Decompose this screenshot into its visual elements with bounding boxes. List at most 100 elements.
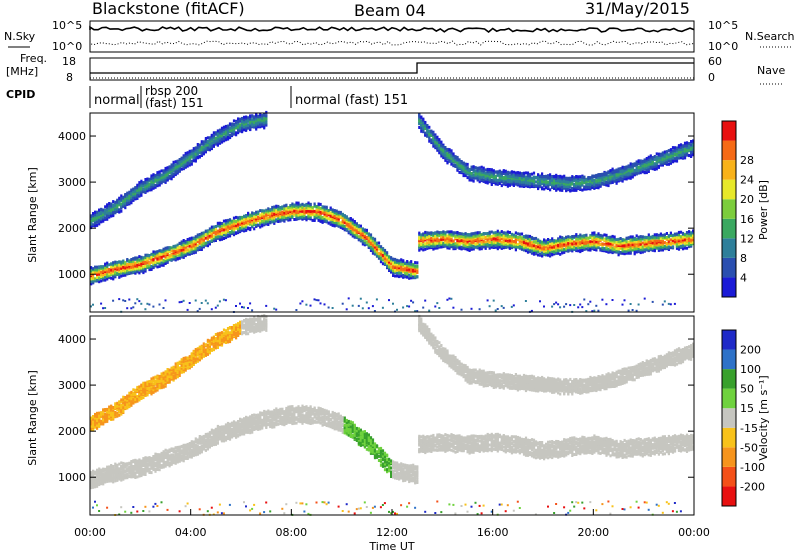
power-cell [138,271,141,275]
power-cell [444,238,447,242]
power-cell [92,270,95,274]
power-cell [98,270,101,274]
power-cell [313,212,316,216]
power-cell [561,251,564,255]
power-cell [549,244,552,248]
power-cell [482,169,485,173]
power-cell [567,237,570,241]
power-noise [345,308,348,311]
power-cell [386,255,389,259]
power-cell [255,117,258,121]
power-cell [309,204,312,208]
power-cell [158,264,161,268]
power-cell [188,153,191,157]
power-cell [206,139,209,143]
power-cell [526,239,530,243]
power-cell [371,244,375,248]
power-cell [398,266,401,270]
power-cell [230,225,234,229]
power-cell [239,229,242,232]
power-cell [496,229,499,233]
power-cell [96,210,99,214]
power-cell [575,241,578,245]
power-cell [144,253,147,257]
power-cell [180,247,183,251]
power-cell [154,250,157,254]
power-cell [396,258,399,262]
power-cell [184,243,187,247]
power-cell [462,246,465,250]
power-noise [247,307,249,309]
power-noise [265,304,268,307]
power-cell [176,159,179,163]
power-cell [198,148,201,152]
power-cell [208,138,211,141]
power-noise [100,302,103,305]
power-cell [333,214,336,218]
power-cell [379,247,383,251]
power-cell [196,143,199,146]
power-cell [510,172,513,176]
power-cell [359,224,362,228]
power-noise [512,304,515,307]
power-cell [528,172,532,176]
power-cell [136,196,139,200]
power-cell [450,232,453,236]
power-cell [208,242,211,246]
power-cell [176,253,179,257]
power-cell [261,212,264,216]
power-cell [543,249,546,253]
power-cell [490,245,493,249]
power-cell [212,228,215,232]
power-cell [214,136,217,140]
power-cell [265,119,268,122]
power-cell [212,131,215,135]
power-cell [480,165,483,169]
power-cell [365,228,368,232]
power-cell [114,262,117,266]
power-cell [194,249,197,253]
power-cell [557,251,560,255]
power-cell [194,244,197,248]
power-cell [486,244,489,248]
power-cell [180,159,183,163]
power-cell [369,249,373,252]
power-cell [224,227,228,231]
power-cell [504,232,507,236]
power-cell [377,256,381,260]
power-cell [379,245,383,249]
power-cell [220,232,224,235]
power-cell [422,245,425,249]
power-cell [486,180,489,184]
power-cell [408,267,411,271]
power-cell [363,236,366,240]
power-cell [420,115,423,119]
power-cell [426,130,429,134]
power-cell [494,170,497,174]
power-cell [494,240,497,244]
power-cell [494,231,497,235]
power-cell [307,204,310,208]
power-cell [462,172,465,176]
power-cell [512,242,515,246]
power-cell [228,122,232,126]
power-noise [438,307,441,309]
power-noise [305,303,308,306]
power-cell [482,175,485,179]
power-cell [555,173,558,177]
power-cell [470,244,473,247]
power-cell [518,182,521,186]
power-cell [520,236,524,240]
power-cell [136,186,139,190]
power-cell [295,216,298,220]
power-cell [504,183,507,187]
power-cell [448,159,451,163]
power-cell [506,237,509,240]
power-cell [202,233,205,237]
power-cell [130,265,133,269]
power-cell [339,214,342,218]
power-noise [144,308,147,311]
power-cell [476,176,479,179]
power-cell [341,216,344,220]
power-cell [484,168,487,172]
